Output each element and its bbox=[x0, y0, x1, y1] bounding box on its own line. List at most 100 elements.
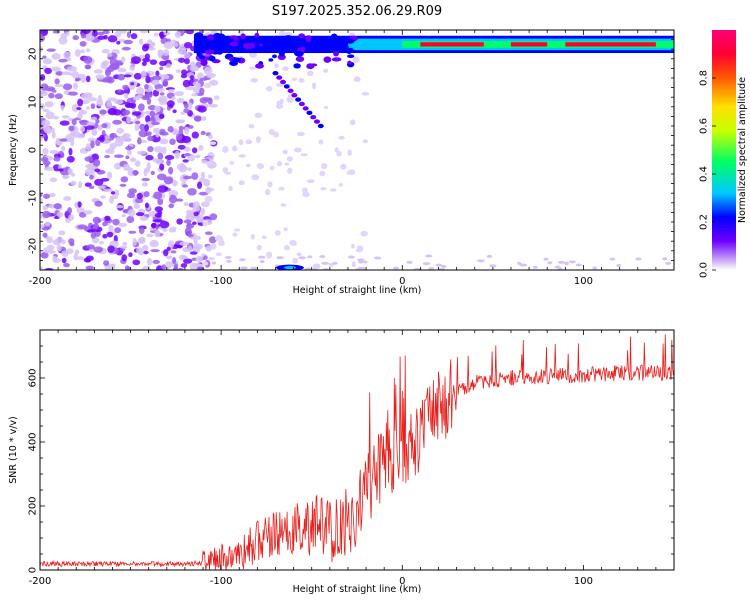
y-tick-label: 600 bbox=[28, 368, 39, 387]
spectrogram-cell bbox=[162, 49, 170, 56]
spectrogram-cell bbox=[340, 44, 349, 50]
spectrogram-cell bbox=[203, 82, 212, 89]
spectrogram-cell bbox=[200, 171, 206, 180]
spectrogram-cell bbox=[109, 142, 117, 150]
spectrogram-cell bbox=[68, 91, 78, 96]
spectrogram-cell bbox=[193, 32, 204, 39]
spectrogram-cell bbox=[193, 237, 198, 246]
spectrogram-cell bbox=[357, 266, 366, 270]
spectrogram-cell bbox=[151, 121, 160, 126]
x-tick-label: -100 bbox=[210, 276, 233, 287]
spectrogram-cell bbox=[284, 162, 290, 166]
spectrogram-cell bbox=[48, 204, 55, 209]
streak-cell bbox=[272, 71, 279, 76]
spectrogram-cell bbox=[83, 210, 93, 215]
spectrogram-cell bbox=[568, 260, 576, 264]
spectrogram-cell bbox=[49, 149, 59, 155]
snr-panel: -200 -100 0 100 0 200 400 600 Height of straigh… bbox=[8, 329, 675, 595]
spectrogram-cell bbox=[192, 201, 200, 209]
colorbar: 0.0 0.2 0.4 0.6 0.8 Normalized spectral ampl… bbox=[699, 30, 748, 278]
spectrogram-cell bbox=[147, 135, 154, 142]
spectrogram-cell bbox=[323, 68, 329, 73]
spectrogram-cell bbox=[76, 133, 86, 139]
spectrogram-cell bbox=[360, 230, 368, 237]
spectrogram-cell bbox=[228, 185, 233, 191]
spectrogram-cell bbox=[40, 193, 43, 198]
spectrogram-cell bbox=[229, 41, 239, 47]
spectrogram-cell bbox=[180, 263, 188, 268]
spectrogram-cell bbox=[329, 188, 337, 192]
spectrogram-cell bbox=[206, 34, 216, 41]
spectrogram-xlabel: Height of straight line (km) bbox=[293, 285, 422, 296]
spectrogram-cell bbox=[97, 185, 106, 190]
spectrogram-cell bbox=[273, 131, 280, 138]
spectrogram-cell bbox=[283, 227, 288, 232]
spectrogram-cell bbox=[196, 181, 203, 190]
spectrogram-cell bbox=[207, 97, 213, 105]
spectrogram-cell bbox=[104, 154, 111, 159]
spectrogram-cell bbox=[127, 208, 136, 217]
spectrogram-cell bbox=[114, 227, 122, 234]
y-tick-label: 200 bbox=[28, 496, 39, 515]
spectrogram-cell bbox=[293, 63, 301, 69]
spectrogram-cell bbox=[128, 188, 137, 194]
spectrogram-cell bbox=[126, 116, 132, 124]
spectrogram-cell bbox=[171, 39, 177, 43]
spectrogram-cell bbox=[145, 75, 151, 84]
spectrogram-cell bbox=[132, 237, 137, 246]
spectrogram-cell bbox=[153, 146, 164, 153]
spectrogram-cell bbox=[96, 98, 104, 107]
spectrogram-cell bbox=[46, 236, 53, 244]
spectrogram-cell bbox=[141, 45, 149, 52]
spectrogram-cell bbox=[76, 106, 82, 111]
spectrogram-cell bbox=[122, 84, 129, 90]
spectrogram-cell bbox=[278, 186, 285, 191]
spectrogram-cell bbox=[166, 159, 171, 166]
spectrogram-cell bbox=[575, 263, 582, 267]
spectrogram-cell bbox=[126, 31, 131, 38]
spectrogram-cell bbox=[138, 249, 145, 256]
spectrogram-cell bbox=[125, 155, 130, 160]
spectrogram-cell bbox=[351, 261, 356, 268]
snr-axes: -200 -100 0 100 0 200 400 600 bbox=[28, 329, 675, 587]
spectrogram-cell bbox=[146, 257, 153, 266]
spectrogram-cell bbox=[205, 161, 212, 166]
streak-cell bbox=[276, 75, 283, 80]
spectrogram-cell bbox=[123, 74, 132, 78]
spectrogram-cell bbox=[42, 108, 50, 113]
spectrogram-cell bbox=[51, 66, 61, 72]
carrier-line-core bbox=[510, 42, 548, 47]
spectrogram-cell bbox=[93, 69, 103, 74]
spectrogram-cell bbox=[177, 144, 186, 150]
spectrogram-cell bbox=[145, 131, 152, 136]
spectrogram-cell bbox=[486, 254, 493, 258]
spectrogram-cell bbox=[616, 264, 621, 268]
colorbar-tick-label: 0.6 bbox=[699, 118, 710, 134]
spectrogram-cell bbox=[157, 152, 164, 161]
spectrogram-cell bbox=[121, 254, 128, 262]
spectrogram-cell bbox=[40, 197, 43, 204]
spectrogram-cell bbox=[352, 56, 360, 64]
spectrogram-cell bbox=[120, 176, 129, 183]
spectrogram-cell bbox=[306, 63, 315, 70]
spectrogram-cell bbox=[139, 216, 149, 221]
spectrogram-cell bbox=[476, 259, 485, 263]
spectrogram-cell bbox=[123, 39, 133, 45]
spectrogram-cell bbox=[301, 46, 306, 52]
spectrogram-cell bbox=[167, 88, 175, 93]
spectrogram-cell bbox=[68, 214, 75, 221]
spectrogram-cell bbox=[163, 41, 174, 50]
spectrogram-cell bbox=[115, 204, 124, 209]
spectrogram-cell bbox=[113, 99, 124, 105]
spectrogram-cell bbox=[564, 262, 569, 266]
spectrogram-cell bbox=[196, 217, 204, 223]
y-tick-label: -10 bbox=[28, 190, 39, 206]
spectrogram-cell bbox=[333, 51, 339, 57]
streak-cell bbox=[310, 115, 317, 120]
spectrogram-cell bbox=[102, 188, 113, 193]
spectrogram-cell bbox=[285, 37, 291, 44]
spectrogram-cell bbox=[156, 173, 167, 181]
spectrogram-cell bbox=[141, 61, 147, 67]
spectrogram-cell bbox=[226, 259, 232, 263]
spectrogram-cell bbox=[40, 74, 46, 81]
